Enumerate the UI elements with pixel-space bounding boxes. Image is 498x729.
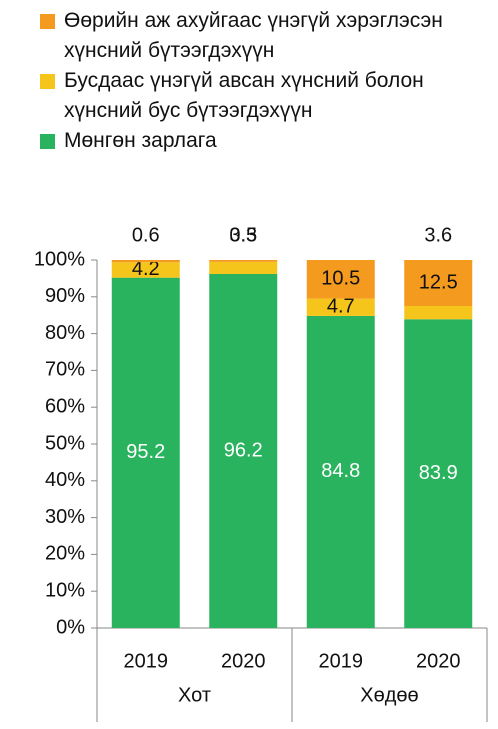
bar-segment <box>111 277 180 628</box>
bar-segment <box>209 260 278 262</box>
y-tick-label: 70% <box>45 359 85 381</box>
data-label: 0.6 <box>132 224 160 246</box>
y-tick-label: 80% <box>45 322 85 344</box>
bar-segment <box>306 298 375 316</box>
legend-item: Бусдаас үнэгүй авсан хүнсний болон хүнсн… <box>40 66 495 126</box>
legend-item: Мөнгөн зарлага <box>40 126 495 156</box>
x-tick-label: 2019 <box>124 650 169 672</box>
x-tick-label: 2020 <box>416 650 461 672</box>
y-tick-label: 10% <box>45 579 85 601</box>
data-label: 83.9 <box>419 462 458 484</box>
group-label: Хөдөө <box>360 684 418 706</box>
bar-segment <box>306 260 375 299</box>
bar-segment <box>111 260 180 263</box>
legend-label: Мөнгөн зарлага <box>64 129 217 152</box>
y-tick-label: 100% <box>34 248 85 270</box>
bar-segment <box>209 261 278 274</box>
data-label: 84.8 <box>321 460 360 482</box>
x-tick-label: 2019 <box>319 650 364 672</box>
y-tick-label: 20% <box>45 543 85 565</box>
legend-swatch <box>40 134 55 149</box>
data-label: 96.2 <box>224 439 263 461</box>
data-label: 0.5 <box>229 224 257 246</box>
bar-segment <box>209 273 278 628</box>
x-tick-label: 2020 <box>221 650 266 672</box>
data-label: 4.7 <box>327 296 355 318</box>
data-label: 4.2 <box>132 258 160 280</box>
bar-segment <box>404 306 473 320</box>
legend: Өөрийн аж ахуйгаас үнэгүй хэрэглэсэн хүн… <box>40 6 495 156</box>
legend-item: Өөрийн аж ахуйгаас үнэгүй хэрэглэсэн хүн… <box>40 6 495 66</box>
legend-swatch <box>40 14 55 29</box>
legend-label: Өөрийн аж ахуйгаас үнэгүй хэрэглэсэн хүн… <box>64 9 443 62</box>
y-tick-label: 40% <box>45 469 85 491</box>
legend-label: Бусдаас үнэгүй авсан хүнсний болон хүнсн… <box>64 69 424 122</box>
bar-segment <box>306 315 375 628</box>
y-tick-label: 50% <box>45 432 85 454</box>
data-label: 10.5 <box>321 268 360 290</box>
data-label: 12.5 <box>419 271 458 293</box>
y-tick-label: 90% <box>45 285 85 307</box>
bar-segment <box>404 319 473 628</box>
y-tick-label: 60% <box>45 395 85 417</box>
data-label: 95.2 <box>126 441 165 463</box>
data-label: 3.3 <box>229 224 257 246</box>
y-tick-label: 30% <box>45 506 85 528</box>
group-label: Хот <box>178 684 211 706</box>
bar-segment <box>404 260 473 306</box>
data-label: 3.6 <box>424 224 452 246</box>
legend-swatch <box>40 74 55 89</box>
bar-segment <box>111 262 180 278</box>
y-tick-label: 0% <box>56 616 85 638</box>
